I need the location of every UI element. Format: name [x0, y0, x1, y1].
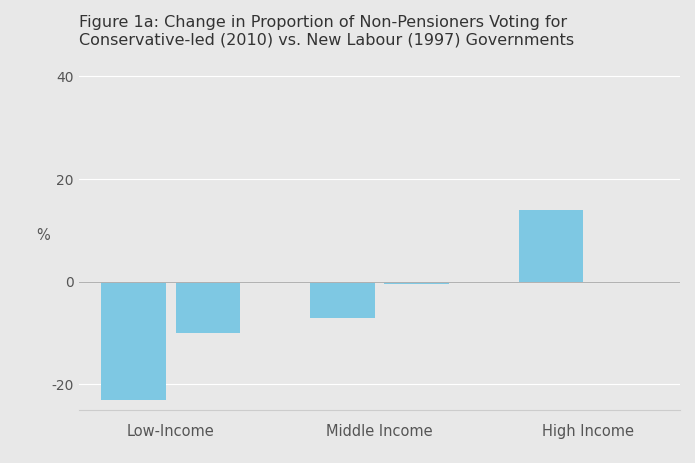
Bar	[176, 282, 240, 333]
Y-axis label: %: %	[36, 228, 49, 243]
Bar	[518, 210, 583, 282]
Text: Figure 1a: Change in Proportion of Non-Pensioners Voting for
Conservative-led (2: Figure 1a: Change in Proportion of Non-P…	[79, 15, 574, 47]
Bar	[310, 282, 375, 318]
Bar	[384, 282, 449, 284]
Bar	[101, 282, 166, 400]
Bar	[384, 282, 449, 284]
